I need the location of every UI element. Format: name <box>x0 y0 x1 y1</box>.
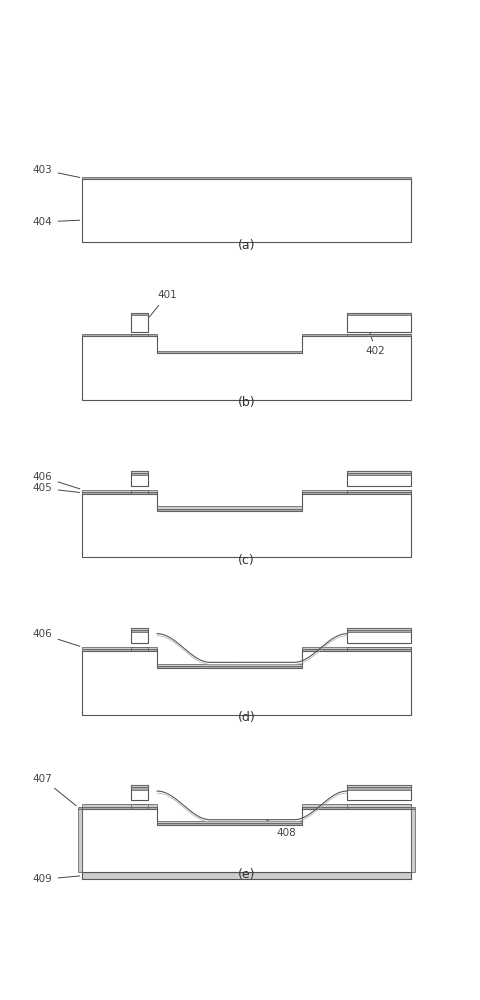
Bar <box>131 647 147 649</box>
Bar <box>131 785 147 800</box>
Text: 406: 406 <box>33 629 80 646</box>
Bar <box>347 649 410 651</box>
Polygon shape <box>83 649 410 668</box>
Bar <box>131 492 147 494</box>
Bar <box>347 313 410 332</box>
Text: 409: 409 <box>33 874 80 884</box>
Polygon shape <box>83 494 410 557</box>
Bar <box>131 787 147 790</box>
Bar <box>347 313 410 315</box>
Bar <box>347 785 410 800</box>
Bar <box>410 807 414 809</box>
Text: (c): (c) <box>238 554 254 567</box>
Text: (a): (a) <box>237 239 255 252</box>
Text: (b): (b) <box>237 396 255 409</box>
Bar <box>347 473 410 475</box>
Bar <box>131 785 147 787</box>
Bar <box>131 473 147 475</box>
Bar <box>131 471 147 486</box>
Bar <box>347 807 410 809</box>
Bar <box>131 649 147 651</box>
Bar <box>131 630 147 632</box>
Bar <box>78 809 83 872</box>
Bar <box>78 807 83 809</box>
Bar <box>347 628 410 630</box>
Bar <box>347 334 410 336</box>
Bar <box>131 313 147 332</box>
Text: 401: 401 <box>149 290 177 317</box>
Bar <box>347 630 410 632</box>
Bar <box>347 804 410 807</box>
Bar <box>131 807 147 809</box>
Bar <box>83 179 409 242</box>
Text: 406: 406 <box>33 472 80 489</box>
Bar <box>131 628 147 630</box>
Bar <box>83 872 409 879</box>
Polygon shape <box>83 336 410 400</box>
Polygon shape <box>83 809 410 872</box>
Polygon shape <box>83 807 410 825</box>
Bar <box>347 471 410 473</box>
Bar <box>347 628 410 643</box>
Text: 404: 404 <box>33 217 80 227</box>
Bar <box>410 809 414 872</box>
Polygon shape <box>83 651 410 715</box>
Text: 402: 402 <box>365 322 385 356</box>
Bar <box>131 313 147 315</box>
Bar <box>131 334 147 336</box>
Bar <box>131 490 147 492</box>
Bar <box>83 177 409 179</box>
Text: 407: 407 <box>33 774 76 806</box>
Polygon shape <box>83 804 410 823</box>
Text: 403: 403 <box>33 165 80 177</box>
Bar <box>347 490 410 492</box>
Bar <box>347 785 410 787</box>
Bar <box>131 628 147 643</box>
Text: 405: 405 <box>33 483 80 493</box>
Polygon shape <box>83 647 410 666</box>
Text: (d): (d) <box>237 711 255 724</box>
Polygon shape <box>83 334 410 353</box>
Polygon shape <box>83 490 410 509</box>
Text: (e): (e) <box>237 868 255 881</box>
Polygon shape <box>83 492 410 511</box>
Bar <box>131 804 147 807</box>
Bar <box>347 471 410 486</box>
Bar <box>347 787 410 790</box>
Bar <box>131 471 147 473</box>
Text: 408: 408 <box>265 819 296 838</box>
Bar <box>347 492 410 494</box>
Bar <box>347 647 410 649</box>
